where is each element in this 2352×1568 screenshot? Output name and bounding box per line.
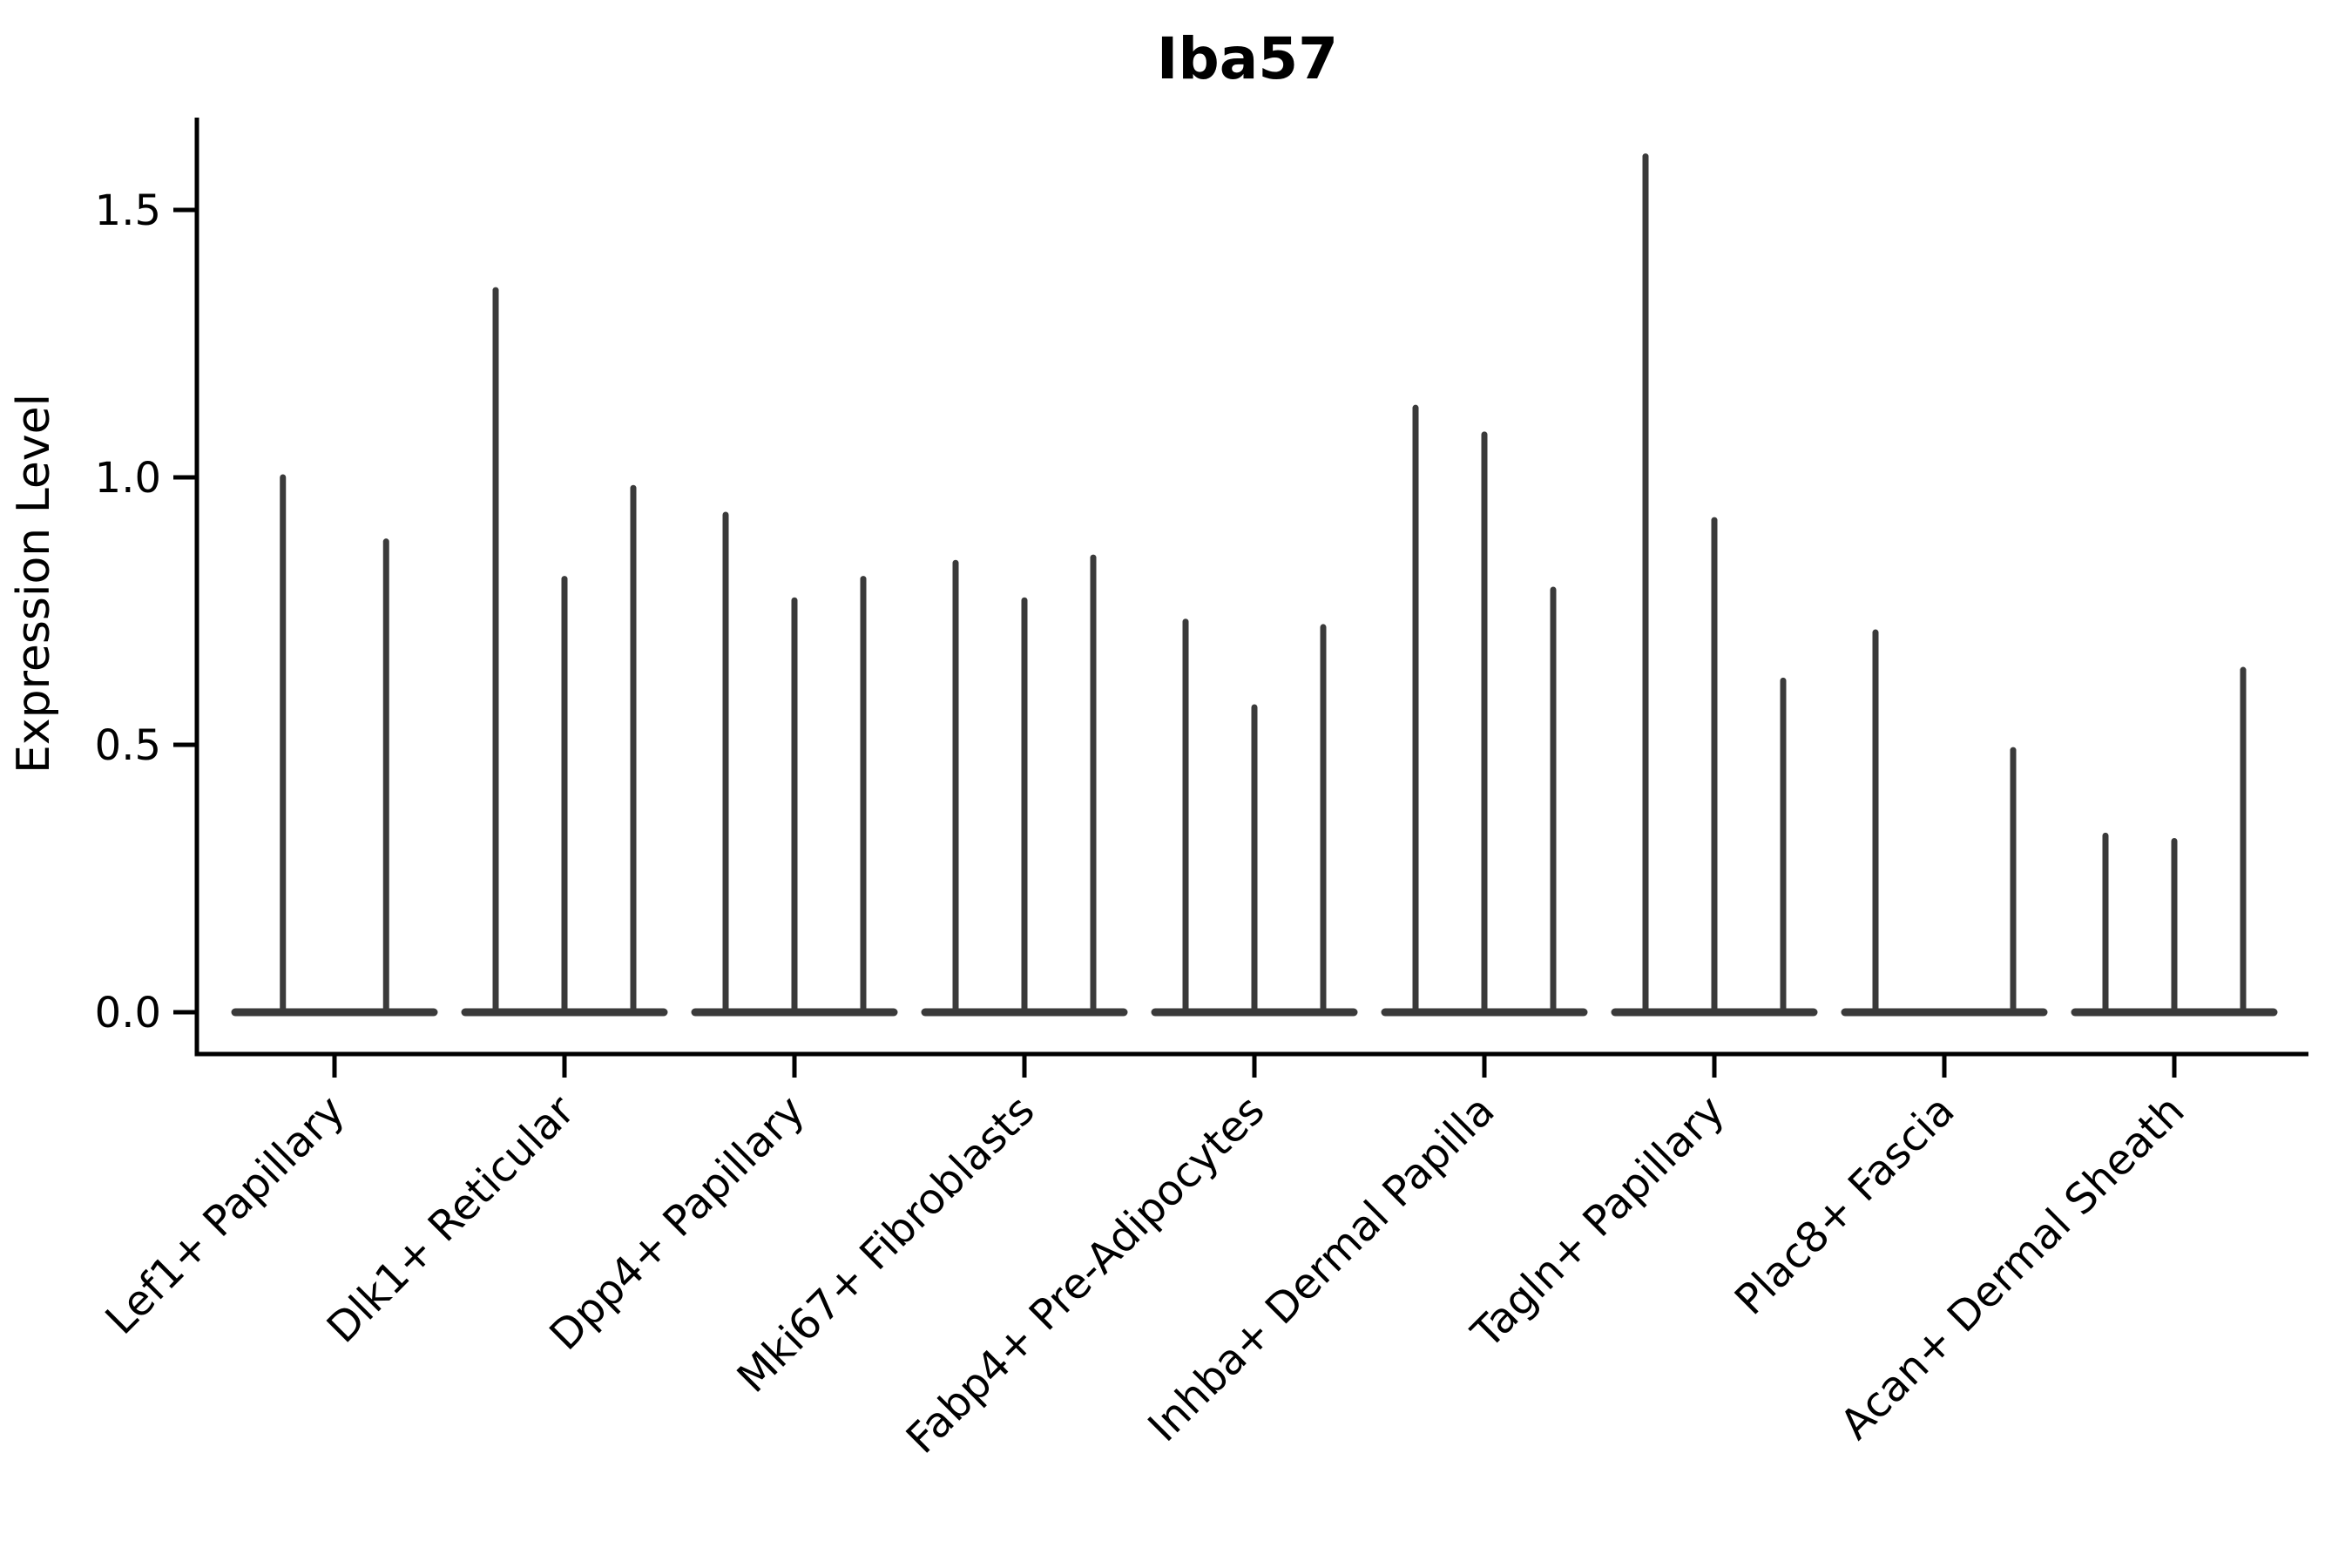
y-tick-label: 1.0 xyxy=(95,454,161,503)
chart-title: Iba57 xyxy=(1157,25,1338,92)
violin-base xyxy=(231,1008,438,1017)
y-axis-label: Expression Level xyxy=(8,394,60,774)
y-tick-label: 0.0 xyxy=(95,989,161,1037)
violin-base xyxy=(1841,1008,2048,1017)
y-tick-label: 0.5 xyxy=(95,721,161,770)
y-tick-label: 1.5 xyxy=(95,186,161,235)
violins-layer xyxy=(231,153,2278,1017)
